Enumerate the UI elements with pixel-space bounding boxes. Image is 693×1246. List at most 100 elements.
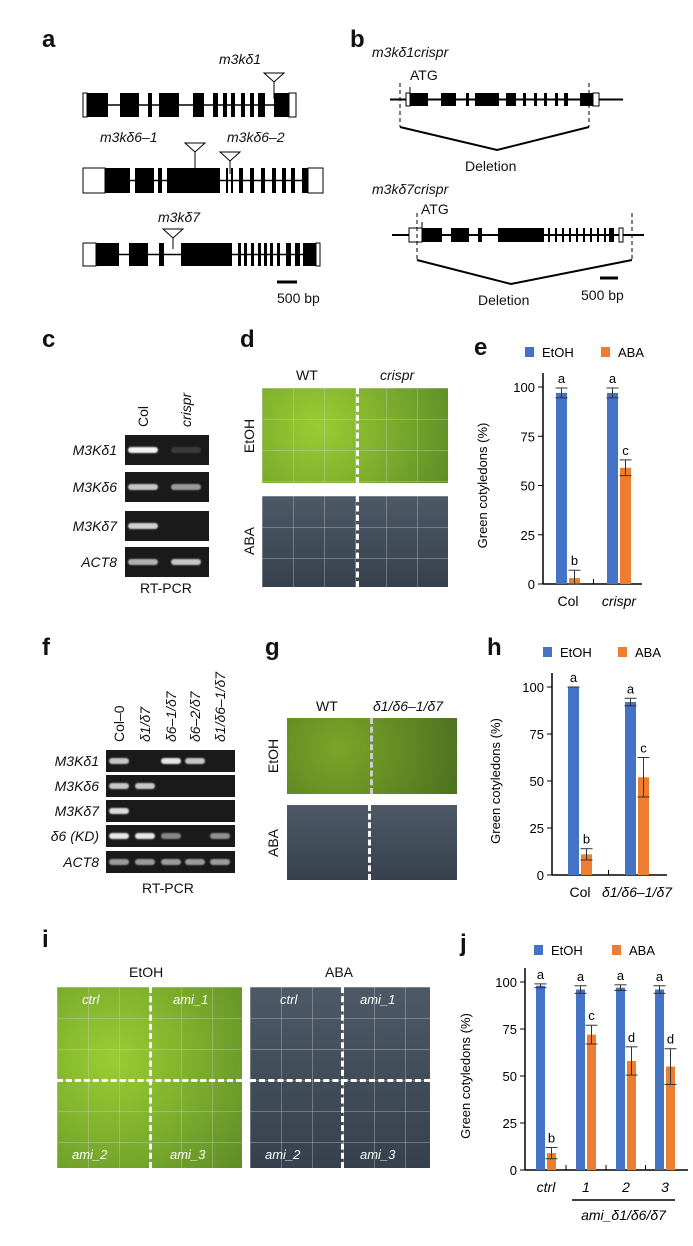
exon-box	[277, 243, 280, 266]
gel-footer: RT-PCR	[142, 880, 194, 896]
exon-box	[544, 93, 547, 106]
gel-band	[128, 484, 158, 490]
gel-row	[106, 825, 235, 847]
panel-label-d: d	[240, 326, 255, 353]
exon-box	[270, 243, 273, 266]
panel-label-e: e	[474, 334, 488, 361]
significance-letter: a	[627, 681, 635, 696]
exon-box	[422, 228, 442, 242]
x-tick-label: ctrl	[537, 1179, 557, 1195]
legend-label-aba: ABA	[629, 943, 655, 958]
significance-letter: b	[583, 832, 590, 847]
construct-label: m3kδ1crispr	[372, 44, 449, 60]
column-label-crispr: crispr	[380, 367, 415, 383]
exon-box	[258, 243, 261, 266]
group-label: ami_δ1/δ6/δ7	[581, 1207, 667, 1223]
exon-box	[286, 243, 291, 266]
exon-box	[238, 243, 241, 266]
bar-etoh	[556, 392, 567, 584]
lane-label: δ6–1/δ7	[163, 691, 179, 742]
gel-band	[171, 484, 201, 490]
exon-box	[96, 243, 119, 266]
allele-label: m3kδ6–1	[100, 129, 158, 145]
y-axis-label: Green cotyledons (%)	[458, 1013, 473, 1139]
y-tick-label: 50	[530, 774, 544, 789]
significance-letter: b	[548, 1130, 555, 1145]
significance-letter: a	[570, 670, 578, 685]
exon-box	[213, 93, 218, 117]
column-label-mutant: δ1/δ6–1/δ7	[373, 698, 444, 714]
lane-label: Col	[135, 405, 151, 427]
gel-band	[161, 833, 181, 839]
exon-box	[548, 228, 550, 242]
bar-aba	[620, 467, 631, 584]
gel-band	[128, 447, 158, 453]
exon-box	[564, 93, 568, 106]
exon-box	[303, 243, 316, 266]
gene-row-label: M3Kδ1	[72, 442, 117, 458]
exon-box	[534, 93, 537, 106]
exon-box	[87, 93, 108, 117]
panel-label-g: g	[265, 634, 280, 661]
exon-box	[555, 93, 558, 106]
allele-label: m3kδ7	[158, 209, 201, 225]
y-tick-label: 0	[510, 1163, 517, 1178]
exon-box	[158, 168, 162, 193]
row-label-aba: ABA	[265, 828, 281, 858]
exon-box	[250, 168, 254, 193]
gene-row-label: M3Kδ1	[54, 753, 99, 769]
lane-label: crispr	[178, 392, 194, 427]
utr-box	[592, 92, 600, 107]
scale-bar-label: 500 bp	[277, 290, 320, 306]
y-tick-label: 25	[530, 821, 544, 836]
gel-band	[210, 859, 230, 865]
lane-label: δ1/δ6–1/δ7	[212, 671, 228, 742]
gene-row-label: ACT8	[63, 854, 99, 870]
quadrant-label: ami_3	[170, 1147, 206, 1162]
allele-label: m3kδ6–2	[227, 129, 285, 145]
gene-row-label: ACT8	[81, 554, 117, 570]
exon-box	[451, 228, 469, 242]
atg-label: ATG	[410, 67, 438, 83]
legend-label-etoh: EtOH	[551, 943, 583, 958]
y-tick-label: 100	[522, 680, 544, 695]
significance-letter: a	[537, 967, 545, 982]
exon-box	[523, 93, 526, 106]
treatment-label-aba: ABA	[325, 964, 354, 980]
significance-letter: a	[577, 969, 585, 984]
gel-band	[135, 783, 155, 789]
legend-label-etoh: EtOH	[560, 645, 592, 660]
y-tick-label: 100	[513, 380, 535, 395]
y-tick-label: 0	[528, 577, 535, 592]
utr-box	[618, 227, 624, 243]
x-tick-label: 2	[621, 1179, 630, 1195]
utr-box	[82, 167, 106, 194]
bar-etoh	[536, 985, 545, 1170]
gel-band	[185, 859, 205, 865]
gel-band	[210, 833, 230, 839]
exon-box	[274, 93, 289, 117]
panel-label-j: j	[460, 930, 467, 957]
y-axis-label: Green cotyledons (%)	[488, 718, 503, 844]
atg-label: ATG	[421, 201, 449, 217]
bar-etoh	[576, 989, 585, 1170]
x-tick-label: Col	[557, 593, 578, 609]
y-tick-label: 75	[521, 429, 535, 444]
y-tick-label: 25	[521, 528, 535, 543]
lane-label: δ1/δ7	[137, 706, 153, 742]
gene-row-label: M3Kδ6	[54, 778, 99, 794]
significance-letter: a	[609, 371, 617, 386]
y-tick-label: 50	[503, 1069, 517, 1084]
gel-band	[161, 758, 181, 764]
bar-aba	[666, 1066, 675, 1170]
deletion-bracket	[399, 126, 590, 152]
significance-letter: c	[588, 1008, 595, 1023]
quadrant-label: ami_2	[72, 1147, 108, 1162]
exon-box	[583, 228, 585, 242]
seedling-photo-etoh	[262, 388, 448, 483]
legend-swatch-etoh	[534, 945, 543, 955]
gel-band	[161, 859, 181, 865]
significance-letter: b	[571, 553, 578, 568]
gene-row-label: M3Kδ7	[72, 518, 117, 534]
x-tick-label: δ1/δ6–1/δ7	[602, 884, 673, 900]
